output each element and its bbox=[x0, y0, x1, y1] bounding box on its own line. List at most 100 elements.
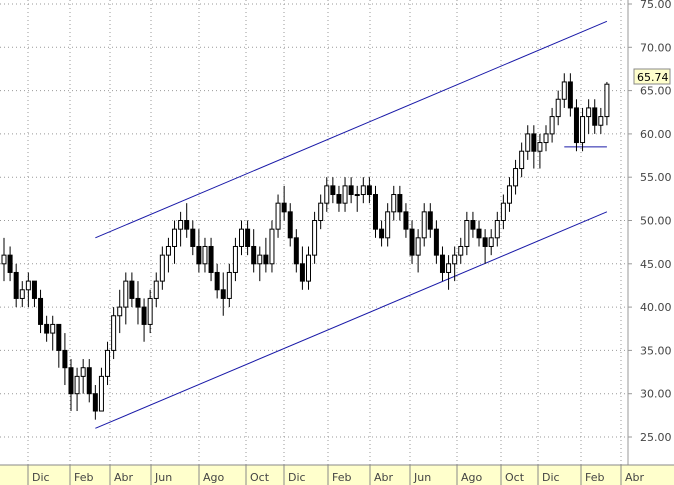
y-tick-label: 70.00 bbox=[640, 41, 672, 54]
candle bbox=[586, 99, 592, 134]
candle-body bbox=[312, 220, 318, 256]
candle-body bbox=[56, 323, 62, 351]
candle-body bbox=[391, 194, 397, 213]
candle-body bbox=[372, 194, 378, 230]
x-tick-label: Oct bbox=[505, 471, 525, 484]
candle bbox=[519, 142, 525, 178]
candle-body bbox=[38, 297, 44, 325]
y-tick-label: 60.00 bbox=[640, 128, 672, 141]
x-tick-label: Dic bbox=[288, 471, 306, 484]
candle-body bbox=[178, 220, 184, 230]
candle-body bbox=[549, 116, 555, 135]
candle bbox=[226, 263, 232, 308]
candle-body bbox=[452, 254, 458, 265]
candle-body bbox=[220, 289, 226, 299]
candle bbox=[537, 133, 543, 169]
x-tick-label: Ago bbox=[461, 471, 483, 484]
candle-body bbox=[275, 202, 281, 230]
candle-body bbox=[214, 271, 220, 291]
candle bbox=[220, 272, 226, 316]
candle bbox=[239, 220, 245, 256]
candle bbox=[251, 229, 257, 273]
candle-body bbox=[573, 107, 579, 144]
candle-body bbox=[196, 245, 202, 265]
candle bbox=[62, 333, 68, 386]
y-tick-label: 55.00 bbox=[640, 171, 672, 184]
candle bbox=[403, 203, 409, 238]
candle-body bbox=[299, 263, 305, 282]
candle bbox=[567, 73, 573, 117]
lower-channel-line bbox=[95, 211, 608, 429]
candle bbox=[488, 229, 494, 256]
candle bbox=[135, 281, 141, 325]
candle-body bbox=[318, 202, 324, 221]
x-tick-label: Feb bbox=[585, 471, 604, 484]
candle-body bbox=[269, 228, 275, 265]
candle bbox=[397, 185, 403, 221]
candle bbox=[446, 255, 452, 290]
candle-body bbox=[421, 211, 427, 239]
candle-body bbox=[513, 168, 519, 187]
candle-body bbox=[293, 237, 299, 265]
candle bbox=[38, 289, 44, 334]
y-tick-label: 30.00 bbox=[640, 388, 672, 401]
candle bbox=[580, 107, 586, 152]
candle bbox=[543, 125, 549, 152]
candle bbox=[141, 298, 147, 342]
candle-body bbox=[172, 228, 178, 247]
candle bbox=[117, 289, 123, 334]
candle-body bbox=[117, 306, 123, 317]
candle bbox=[275, 194, 281, 238]
candle bbox=[19, 281, 25, 308]
candle bbox=[604, 81, 610, 126]
candle-body bbox=[13, 271, 19, 299]
candle bbox=[366, 177, 372, 204]
candle-body bbox=[561, 81, 567, 100]
candle-body bbox=[555, 98, 561, 118]
x-tick-label: Feb bbox=[332, 471, 351, 484]
candle bbox=[561, 73, 567, 108]
candle-body bbox=[111, 315, 117, 351]
candle bbox=[573, 99, 579, 152]
candle-body bbox=[458, 245, 464, 256]
candle bbox=[458, 237, 464, 264]
x-tick-label: Ago bbox=[203, 471, 225, 484]
candle bbox=[232, 237, 238, 282]
candle bbox=[318, 194, 324, 230]
candle bbox=[13, 263, 19, 308]
candle-body bbox=[543, 133, 549, 144]
candle bbox=[464, 211, 470, 256]
candle bbox=[506, 177, 512, 212]
candle-body bbox=[1, 254, 7, 265]
candle bbox=[263, 237, 269, 273]
candle bbox=[56, 323, 62, 368]
candle-body bbox=[202, 245, 208, 265]
candle bbox=[482, 229, 488, 264]
candle bbox=[330, 177, 336, 204]
candle-body bbox=[464, 220, 470, 247]
candle bbox=[348, 177, 354, 204]
candle bbox=[439, 246, 445, 282]
candle-body bbox=[336, 194, 342, 204]
candle bbox=[31, 280, 37, 308]
candle bbox=[86, 359, 92, 403]
candle bbox=[7, 246, 13, 282]
candle-body bbox=[208, 245, 214, 273]
candle bbox=[50, 315, 56, 351]
candle-body bbox=[415, 237, 421, 256]
candle bbox=[306, 246, 311, 290]
candle bbox=[44, 315, 50, 342]
candle bbox=[476, 220, 482, 247]
candle-body bbox=[281, 202, 287, 213]
y-tick-label: 35.00 bbox=[640, 344, 672, 357]
candle bbox=[324, 177, 330, 212]
candle-body bbox=[44, 323, 50, 334]
candle bbox=[312, 211, 318, 264]
candle-body bbox=[263, 254, 269, 265]
candle bbox=[92, 385, 98, 420]
x-axis-band bbox=[0, 465, 674, 485]
last-price-label: 65.74 bbox=[637, 71, 669, 84]
candle-body bbox=[62, 349, 68, 369]
candle-body bbox=[74, 375, 80, 395]
candle bbox=[299, 246, 305, 290]
